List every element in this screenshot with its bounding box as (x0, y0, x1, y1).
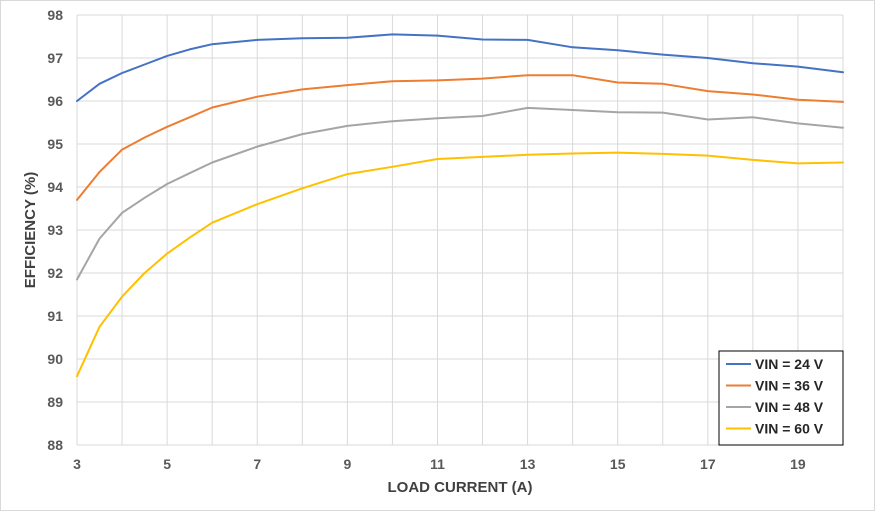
axis-ticks: 88 89 90 91 92 93 94 95 96 97 98 3 5 7 9 11 13 15 17 19 (47, 7, 806, 472)
legend-label: VIN = 48 V (755, 399, 824, 415)
legend-label: VIN = 60 V (755, 421, 824, 437)
series-line-vin-2 (76, 74, 844, 201)
x-tick-label: 15 (610, 456, 626, 472)
x-tick-label: 17 (700, 456, 716, 472)
x-axis-title: LOAD CURRENT (A) (388, 479, 533, 496)
x-tick-label: 11 (430, 456, 445, 472)
y-tick-label: 92 (47, 265, 63, 281)
x-tick-label: 19 (790, 456, 806, 472)
series-line-vin-1 (76, 33, 844, 102)
y-tick-label: 88 (47, 437, 63, 453)
y-tick-label: 98 (47, 7, 63, 23)
y-tick-label: 96 (47, 93, 63, 109)
x-tick-label: 7 (253, 456, 261, 472)
legend: VIN = 24 V VIN = 36 V VIN = 48 V VIN = 60 V (718, 350, 844, 446)
series-line-vin-3 (76, 106, 844, 281)
y-tick-label: 89 (47, 394, 63, 410)
y-tick-label: 91 (47, 308, 63, 324)
legend-label: VIN = 36 V (755, 378, 824, 394)
y-tick-label: 97 (47, 50, 63, 66)
legend-label: VIN = 24 V (755, 356, 824, 372)
y-tick-label: 93 (47, 222, 63, 238)
grid (76, 14, 844, 446)
plot-area (76, 33, 844, 378)
y-axis-title: EFFICIENCY (%) (22, 172, 39, 288)
x-tick-label: 9 (343, 456, 351, 472)
y-tick-label: 94 (47, 179, 63, 195)
x-tick-label: 5 (163, 456, 171, 472)
x-tick-label: 13 (520, 456, 536, 472)
x-tick-label: 3 (73, 456, 81, 472)
series-line-vin-4 (76, 151, 844, 378)
y-tick-label: 90 (47, 351, 63, 367)
y-tick-label: 95 (47, 136, 63, 152)
